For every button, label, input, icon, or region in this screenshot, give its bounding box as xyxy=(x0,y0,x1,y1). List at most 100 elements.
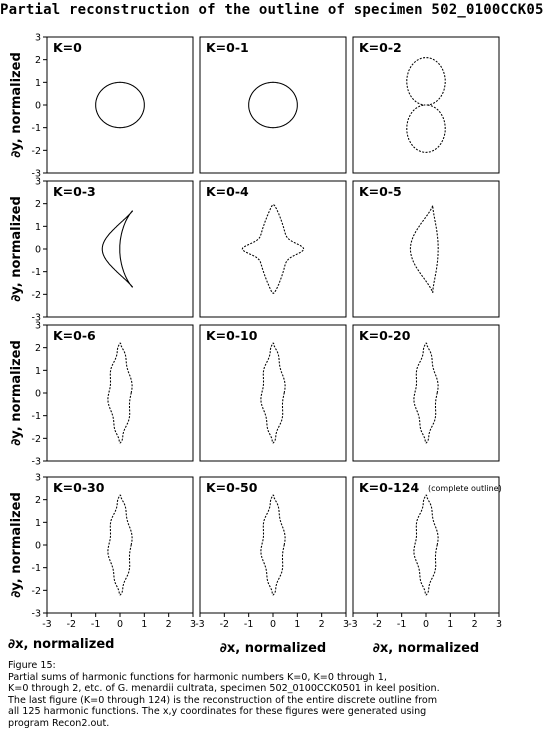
panel-frame xyxy=(46,324,194,462)
x-tick-label: -3 xyxy=(195,619,204,630)
caption-line: program Recon2.out. xyxy=(8,717,110,729)
x-tick-label: 2 xyxy=(166,619,172,630)
outline-series xyxy=(107,342,133,444)
y-tick-label: -2 xyxy=(32,146,41,157)
chart-panel: K=0-30 -3 -2 -1 0 1 2 3 -3 -2 -1 0 1 2 3 xyxy=(32,473,197,631)
x-tick-label: 0 xyxy=(423,619,429,630)
panel-frame xyxy=(46,36,194,174)
y-tick-label: 3 xyxy=(35,33,41,44)
panel-frame xyxy=(352,180,500,318)
y-tick-label: -3 xyxy=(32,313,41,324)
x-tick-label: -3 xyxy=(42,619,51,630)
caption-line: Figure 15: xyxy=(8,660,56,671)
chart-panel: K=0-20 xyxy=(352,324,500,462)
y-tick-label: -2 xyxy=(32,290,41,301)
y-tick-label: -1 xyxy=(32,563,41,574)
outline-series xyxy=(107,494,133,596)
x-tick-label: -2 xyxy=(67,619,76,630)
panel-frame xyxy=(199,476,347,614)
x-tick-label: 1 xyxy=(294,619,300,630)
panel-frame xyxy=(199,324,347,462)
y-tick-label: 1 xyxy=(35,78,41,89)
y-tick-label: 1 xyxy=(35,366,41,377)
y-axis-label: ∂y, normalized xyxy=(9,340,24,446)
y-tick-label: -1 xyxy=(32,123,41,134)
panel-label: K=0-5 xyxy=(359,184,402,199)
y-tick-label: -2 xyxy=(32,434,41,445)
panel-label: K=0-20 xyxy=(359,328,411,343)
x-tick-label: 2 xyxy=(319,619,325,630)
y-tick-label: 0 xyxy=(35,389,41,400)
outline-series xyxy=(101,210,133,288)
panel-label: K=0-10 xyxy=(206,328,258,343)
panel-label: K=0-3 xyxy=(53,184,96,199)
chart-panel: K=0 -3 -2 -1 0 1 2 3 xyxy=(32,33,194,180)
chart-panel: K=0-50 -3 -2 -1 0 1 2 3 xyxy=(195,476,349,630)
panel-label: K=0 xyxy=(53,40,82,55)
chart-panel: K=0-5 xyxy=(352,180,500,318)
panel-frame xyxy=(46,476,194,614)
x-tick-label: 3 xyxy=(496,619,502,630)
panel-label: K=0-6 xyxy=(53,328,96,343)
caption-line: Partial sums of harmonic functions for h… xyxy=(8,671,387,683)
y-tick-label: 0 xyxy=(35,101,41,112)
x-tick-label: 3 xyxy=(343,619,349,630)
outline-series xyxy=(248,81,298,129)
caption-line: K=0 through 2, etc. of G. menardii cultr… xyxy=(8,683,440,695)
x-tick-label: 0 xyxy=(270,619,276,630)
x-tick-label: -3 xyxy=(348,619,357,630)
x-axis-label: ∂x, normalized xyxy=(8,637,114,652)
chart-panel: K=0-4 xyxy=(199,180,347,318)
x-tick-label: -1 xyxy=(91,619,100,630)
x-tick-label: -2 xyxy=(373,619,382,630)
panel-frame xyxy=(199,180,347,318)
panel-frame xyxy=(199,36,347,174)
outline-series xyxy=(260,342,286,444)
outline-series xyxy=(241,204,305,294)
outline-series xyxy=(413,342,439,444)
x-tick-label: -1 xyxy=(397,619,406,630)
x-tick-label: 1 xyxy=(141,619,147,630)
x-tick-label: 2 xyxy=(472,619,478,630)
x-tick-label: -2 xyxy=(220,619,229,630)
x-axis-label: ∂x, normalized xyxy=(220,641,326,656)
outline-series xyxy=(95,81,145,129)
y-tick-label: -3 xyxy=(32,169,41,180)
y-tick-label: -1 xyxy=(32,411,41,422)
panel-label: K=0-1 xyxy=(206,40,249,55)
x-tick-label: 3 xyxy=(190,619,196,630)
outline-series xyxy=(260,494,286,596)
panel-label: K=0-50 xyxy=(206,480,258,495)
y-tick-label: 2 xyxy=(35,343,41,354)
chart-panel: K=0-2 xyxy=(352,36,500,174)
panel-frame xyxy=(352,324,500,462)
figure-caption: Figure 15: Partial sums of harmonic func… xyxy=(8,660,538,730)
y-tick-label: -1 xyxy=(32,267,41,278)
y-tick-label: -3 xyxy=(32,457,41,468)
caption-line: all 125 harmonic functions. The x,y coor… xyxy=(8,706,427,718)
panel-label: K=0-2 xyxy=(359,40,402,55)
panel-note: (complete outline) xyxy=(428,484,502,493)
y-tick-label: -2 xyxy=(32,586,41,597)
y-tick-label: 3 xyxy=(35,177,41,188)
y-tick-label: 0 xyxy=(35,245,41,256)
y-tick-label: -3 xyxy=(32,609,41,620)
panel-label: K=0-30 xyxy=(53,480,105,495)
caption-line: The last figure (K=0 through 124) is the… xyxy=(8,694,438,706)
y-tick-label: 0 xyxy=(35,541,41,552)
y-tick-label: 1 xyxy=(35,518,41,529)
chart-panel: K=0-124 (complete outline) -3 -2 -1 0 1 2 3 xyxy=(348,476,502,630)
chart-panel: K=0-3 -3 -2 -1 0 1 2 3 xyxy=(32,177,194,324)
y-tick-label: 3 xyxy=(35,473,41,484)
y-axis-label: ∂y, normalized xyxy=(9,52,24,158)
y-tick-label: 2 xyxy=(35,55,41,66)
page-title: Partial reconstruction of the outline of… xyxy=(0,2,543,18)
y-tick-label: 2 xyxy=(35,495,41,506)
x-axis-label: ∂x, normalized xyxy=(373,641,479,656)
y-tick-label: 2 xyxy=(35,199,41,210)
y-axis-label: ∂y, normalized xyxy=(9,492,24,598)
panel-label: K=0-4 xyxy=(206,184,249,199)
x-tick-label: 0 xyxy=(117,619,123,630)
chart-panel: K=0-6 -3 -2 -1 0 1 2 3 xyxy=(32,321,194,468)
